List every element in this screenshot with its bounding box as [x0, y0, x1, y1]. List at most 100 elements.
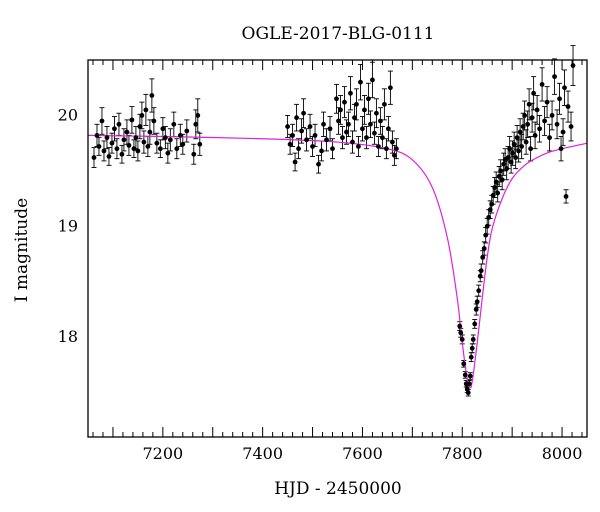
data-point	[133, 135, 139, 141]
data-point	[539, 81, 545, 87]
data-point	[342, 99, 347, 105]
plot-area	[87, 45, 588, 397]
data-point	[504, 166, 510, 172]
data-point	[380, 135, 385, 141]
data-point	[468, 354, 474, 360]
data-point	[459, 337, 465, 342]
data-point	[316, 161, 321, 167]
data-point	[116, 121, 122, 127]
data-point	[312, 133, 318, 138]
data-point	[324, 137, 329, 143]
data-point	[558, 146, 564, 152]
data-point	[165, 150, 171, 156]
data-point	[195, 113, 201, 118]
data-point	[483, 232, 489, 238]
data-point	[290, 133, 295, 138]
data-point	[330, 146, 335, 152]
y-tick-label: 18	[58, 327, 78, 346]
data-point	[489, 201, 495, 207]
data-point	[387, 85, 393, 91]
data-point	[193, 121, 199, 127]
data-point	[301, 110, 306, 116]
data-point	[310, 144, 315, 149]
data-point	[360, 126, 365, 132]
data-point	[495, 190, 501, 196]
x-axis-label: HJD - 2450000	[274, 479, 402, 499]
data-point	[467, 373, 473, 379]
data-point	[160, 126, 166, 132]
data-point	[121, 137, 127, 143]
data-point	[287, 141, 293, 147]
data-point	[544, 99, 550, 105]
data-point	[372, 130, 377, 136]
data-point	[184, 128, 190, 134]
data-point	[505, 155, 511, 160]
data-point	[94, 133, 100, 138]
data-point	[487, 207, 493, 213]
axis-tick-labels: 7200 7400 7600 7800 8000 18 19 20	[58, 105, 583, 463]
data-point	[299, 128, 304, 134]
data-point	[366, 96, 371, 102]
data-point	[151, 118, 157, 124]
data-point	[356, 144, 361, 149]
data-point	[334, 96, 339, 102]
data-point	[532, 133, 538, 138]
data-point	[336, 118, 341, 124]
data-point	[531, 90, 537, 96]
data-point	[529, 115, 535, 121]
data-point	[350, 139, 355, 145]
data-point	[91, 155, 97, 160]
data-point	[499, 177, 505, 183]
data-point	[191, 151, 197, 157]
data-point	[124, 129, 130, 135]
data-point	[478, 268, 484, 274]
data-point	[106, 154, 112, 159]
axis-ticks	[92, 60, 583, 437]
data-point	[522, 113, 528, 118]
y-tick-label: 19	[58, 216, 78, 235]
data-point	[466, 381, 472, 387]
data-point	[119, 151, 125, 157]
data-point	[378, 118, 383, 124]
data-point	[147, 129, 153, 135]
data-point	[391, 152, 397, 158]
data-points	[91, 63, 576, 396]
data-point	[352, 115, 357, 121]
data-point	[470, 337, 476, 342]
data-point	[474, 299, 480, 305]
data-point	[517, 129, 523, 135]
data-point	[523, 139, 529, 145]
data-point	[511, 141, 517, 147]
x-tick-label: 7600	[342, 444, 383, 463]
data-point	[348, 90, 353, 96]
data-point	[112, 126, 117, 132]
data-point	[496, 174, 502, 179]
data-point	[473, 307, 479, 312]
data-point	[354, 101, 359, 107]
data-point	[384, 146, 389, 152]
data-point	[565, 104, 571, 109]
data-point	[570, 63, 576, 68]
data-point	[492, 185, 498, 190]
data-point	[104, 135, 110, 141]
data-point	[563, 193, 569, 199]
data-point	[141, 139, 147, 145]
data-point	[480, 254, 486, 260]
data-point	[197, 141, 203, 147]
data-point	[477, 273, 483, 279]
data-point	[143, 107, 149, 113]
data-point	[472, 321, 478, 327]
data-point	[457, 323, 463, 329]
data-point	[498, 168, 504, 174]
data-point	[393, 146, 399, 152]
plot-frame	[87, 59, 588, 438]
data-point	[376, 144, 381, 149]
data-point	[520, 124, 526, 129]
data-point	[382, 101, 387, 107]
x-tick-label: 7800	[442, 444, 483, 463]
data-point	[516, 148, 522, 154]
data-point	[484, 223, 490, 229]
data-point	[321, 121, 326, 127]
data-point	[547, 135, 552, 141]
